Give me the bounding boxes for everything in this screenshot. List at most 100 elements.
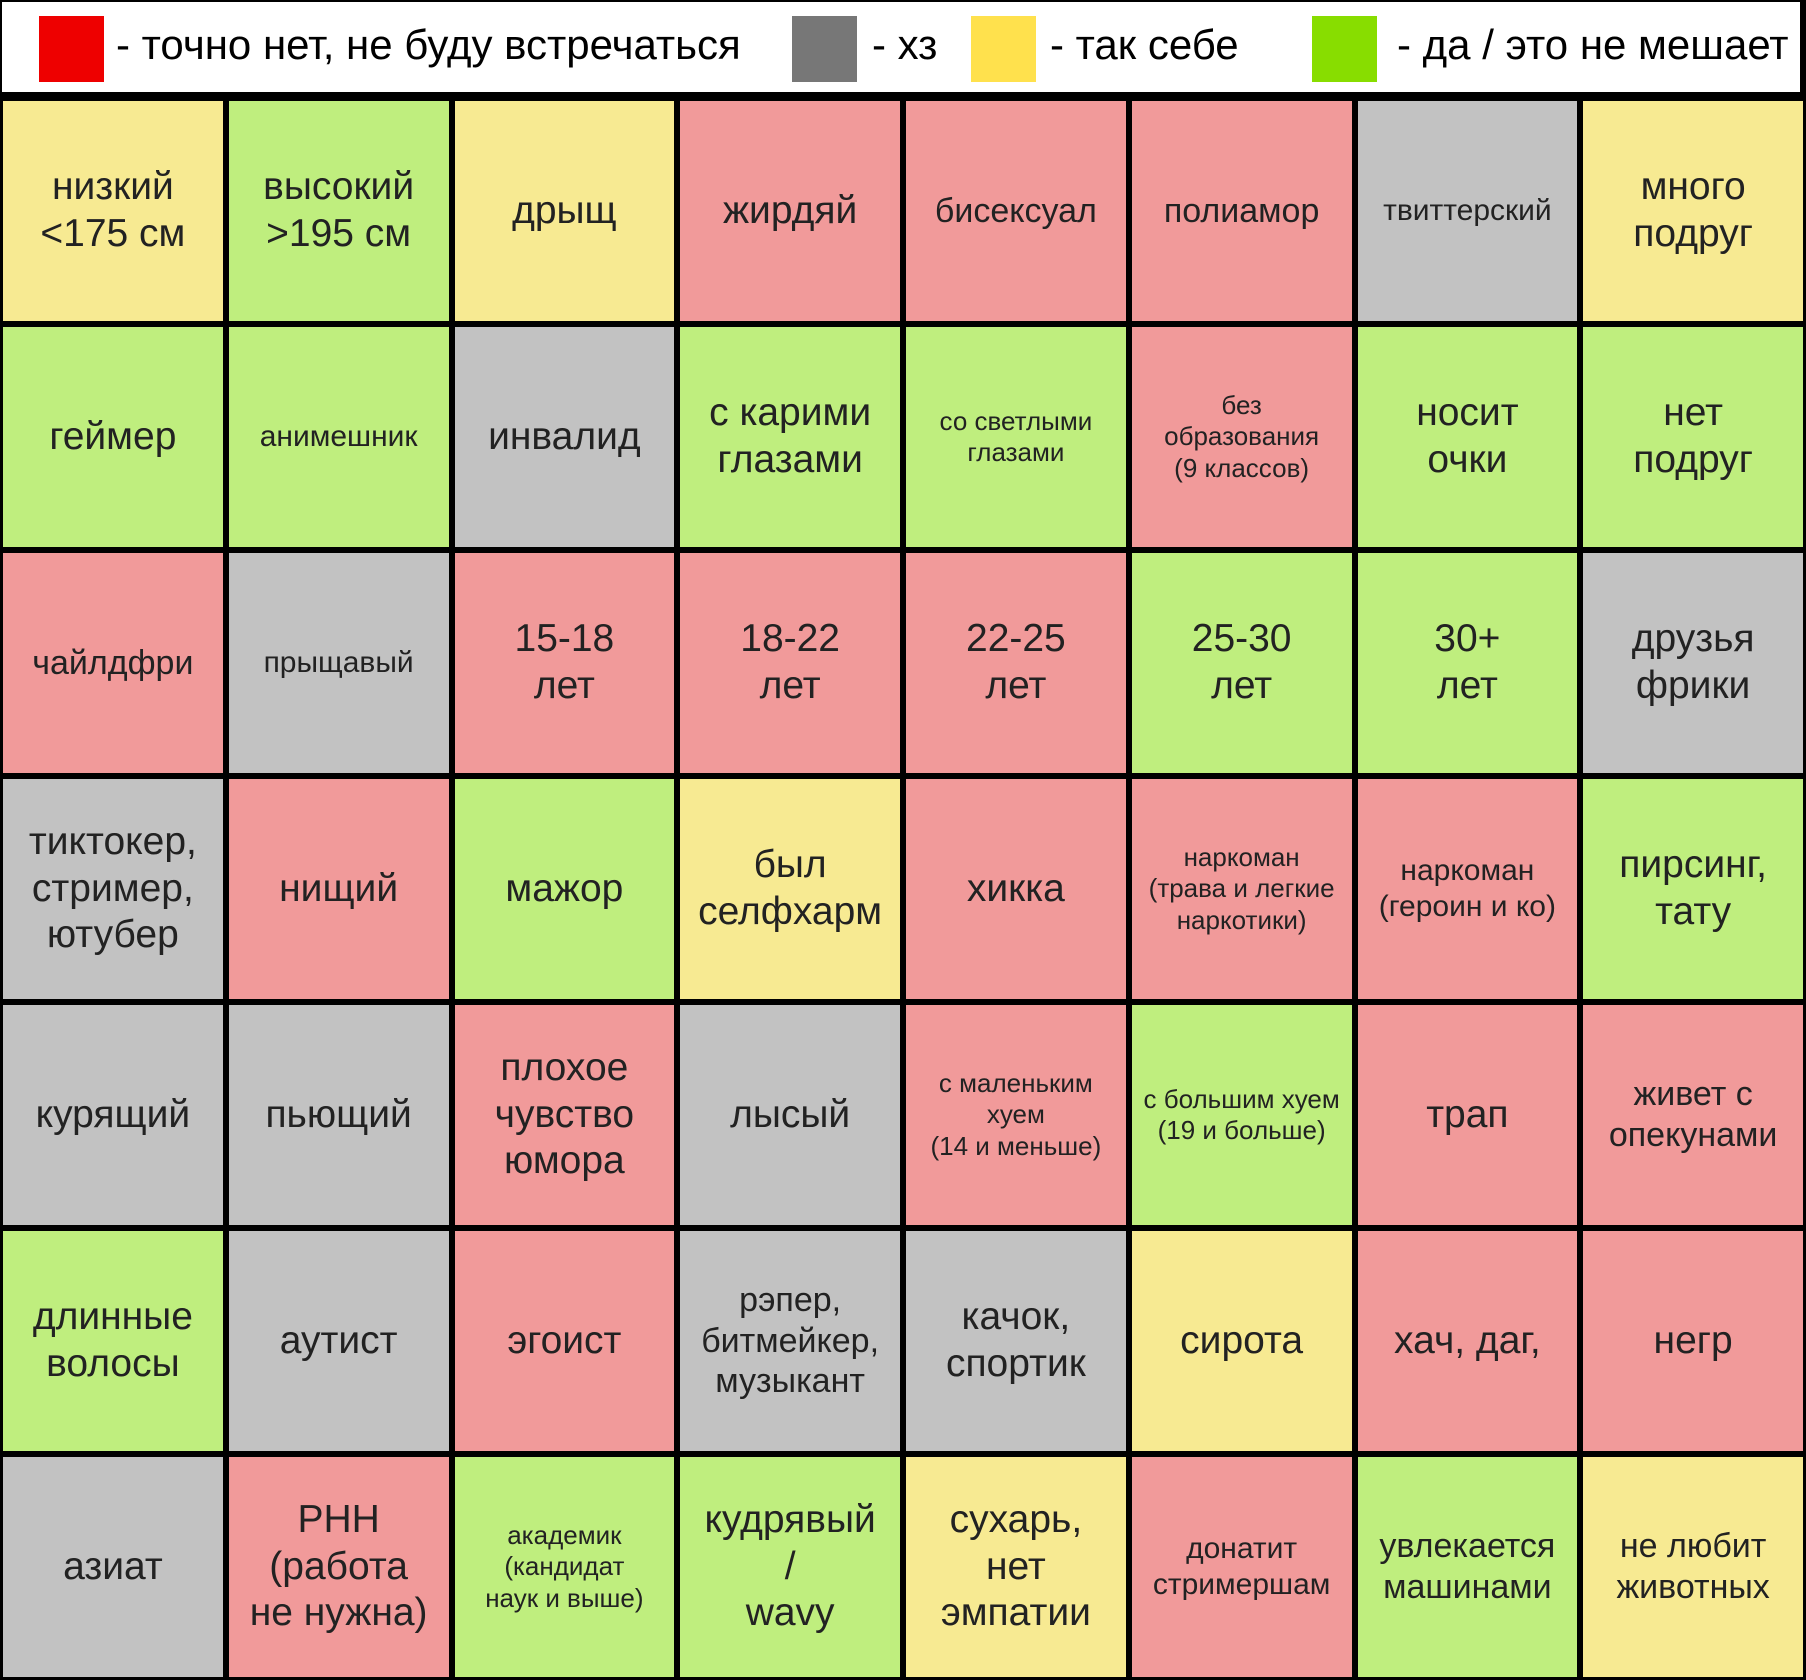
cell-label: много подруг [1633,165,1753,255]
grid-cell: рэпер, битмейкер, музыкант [680,1231,900,1451]
cell-label: качок, спортик [945,1295,1086,1385]
grid-cell: много подруг [1583,101,1803,321]
grid-cell: хач, даг, [1357,1231,1578,1451]
cell-label: живет с опекунами [1608,1075,1778,1154]
grid-cell: эгоист [454,1231,675,1451]
grid-cell: инвалид [454,327,675,547]
cell-label: азиат [63,1544,163,1588]
legend-label-red: - точно нет, не буду встречаться [116,21,741,68]
cell-label: сухарь, нет эмпатии [940,1497,1091,1635]
grid-cell: РНН (работа не нужна) [228,1457,449,1677]
grid-cell: полиамор [1131,101,1352,321]
grid-cell: твиттерский [1357,101,1578,321]
cell-label: с маленьким хуем (14 и меньше) [930,1068,1102,1161]
cell-label: с карими глазами [709,391,872,481]
cell-label: пирсинг, тату [1619,843,1767,933]
cell-label: чайлдфри [32,643,194,682]
legend-swatch-yellow [971,16,1036,82]
legend-swatch-red [39,16,104,82]
cell-label: хикка [966,866,1065,910]
cell-label: аутист [279,1318,398,1362]
cell-label: жирдяй [722,188,858,232]
grid-cell: пирсинг, тату [1583,779,1803,999]
grid-cell: низкий <175 см [3,101,223,321]
cell-label: бисексуал [934,191,1097,230]
grid-cell: с большим хуем (19 и больше) [1131,1005,1352,1225]
cell-label: полиамор [1163,191,1320,230]
grid-cell: хикка [906,779,1126,999]
cell-label: 22-25 лет [966,617,1066,707]
cell-label: кудрявый / wavy [704,1497,876,1635]
grid-cell: 22-25 лет [906,553,1126,773]
grid-cell: наркоман (трава и легкие наркотики) [1131,779,1352,999]
grid-cell: чайлдфри [3,553,223,773]
grid-cell: с маленьким хуем (14 и меньше) [906,1005,1126,1225]
grid-cell: не любит животных [1583,1457,1803,1677]
cell-label: увлекается машинами [1379,1527,1556,1606]
grid-cell: лысый [680,1005,900,1225]
grid-cell: геймер [3,327,223,547]
cell-label: эгоист [507,1318,622,1362]
cell-label: трап [1426,1092,1509,1136]
grid-cell: кудрявый / wavy [680,1457,900,1677]
cell-label: плохое чувство юмора [494,1045,635,1183]
grid-cell: длинные волосы [3,1231,223,1451]
cell-label: дрыщ [512,188,617,232]
grid-cell: тиктокер, стример, ютубер [3,779,223,999]
cell-label: нет подруг [1633,391,1753,481]
grid-cell: мажор [454,779,675,999]
grid-cell: трап [1357,1005,1578,1225]
grid-cell: пьющий [228,1005,449,1225]
grid-cell: 25-30 лет [1131,553,1352,773]
legend-swatch-gray [792,16,857,82]
grid-cell: нищий [228,779,449,999]
cell-label: без образования (9 классов) [1164,390,1320,483]
cell-label: нищий [279,866,399,910]
grid-cell: живет с опекунами [1583,1005,1803,1225]
cell-label: тиктокер, стример, ютубер [28,819,197,957]
grid-cell: академик (кандидат наук и выше) [454,1457,675,1677]
grid-cell: сирота [1131,1231,1352,1451]
grid-cell: высокий >195 см [228,101,449,321]
legend-label-yellow: - так себе [1050,21,1239,68]
cell-label: инвалид [488,414,641,458]
cell-label: 30+ лет [1434,617,1501,707]
cell-label: наркоман (трава и легкие наркотики) [1148,842,1335,935]
grid-cell: бисексуал [906,101,1126,321]
grid-cell: нет подруг [1583,327,1803,547]
cell-label: со светлыми глазами [939,405,1093,467]
cell-label: высокий >195 см [263,165,415,255]
grid-cell: был селфхарм [680,779,900,999]
cell-label: прыщавый [263,646,414,679]
grid-cell: без образования (9 классов) [1131,327,1352,547]
cell-label: анимешник [259,420,418,453]
grid-cell: 30+ лет [1357,553,1578,773]
grid-cell: курящий [3,1005,223,1225]
grid-cell: азиат [3,1457,223,1677]
grid-cell: негр [1583,1231,1803,1451]
cell-label: твиттерский [1383,194,1552,227]
cell-label: низкий <175 см [40,165,186,255]
cell-label: 15-18 лет [514,617,615,707]
cell-label: мажор [505,866,624,910]
cell-label: рэпер, битмейкер, музыкант [701,1280,880,1401]
cell-label: донатит стримершам [1152,1532,1331,1601]
grid-cell: со светлыми глазами [906,327,1126,547]
cell-label: носит очки [1416,391,1519,481]
grid-cell: носит очки [1357,327,1578,547]
trait-grid: низкий <175 см высокий >195 см дрыщ жирд… [3,101,1803,1677]
cell-label: длинные волосы [32,1295,193,1385]
grid-cell: жирдяй [680,101,900,321]
cell-label: 18-22 лет [740,617,840,707]
cell-label: сирота [1180,1318,1304,1362]
grid-cell: 15-18 лет [454,553,675,773]
grid-cell: прыщавый [228,553,449,773]
cell-label: друзья фрики [1631,617,1755,707]
cell-label: курящий [35,1092,191,1136]
legend-swatch-green [1312,16,1377,82]
cell-label: лысый [730,1092,851,1136]
grid-cell: донатит стримершам [1131,1457,1352,1677]
grid-cell: дрыщ [454,101,675,321]
legend: - точно нет, не буду встречаться - хз - … [0,0,1802,94]
cell-label: 25-30 лет [1191,617,1292,707]
